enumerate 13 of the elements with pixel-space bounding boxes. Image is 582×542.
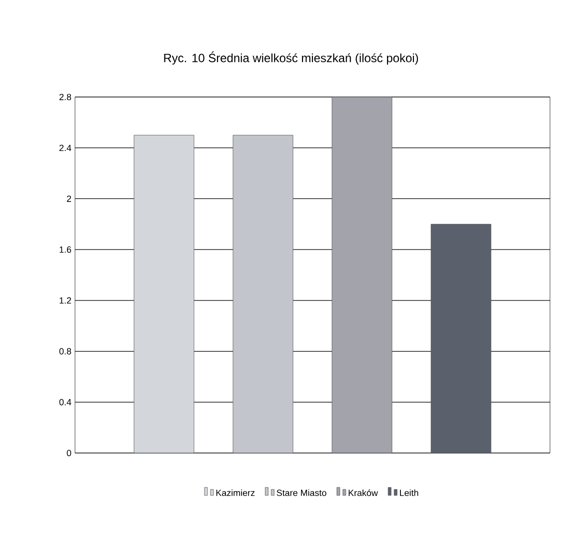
y-tick-label: 0.4 bbox=[59, 398, 72, 406]
y-tick-label: 2 bbox=[66, 196, 72, 202]
legend-label: Kazimierz bbox=[216, 489, 255, 496]
legend-label: Stare Miasto bbox=[276, 489, 326, 496]
y-tick-label: 1.6 bbox=[60, 246, 72, 253]
y-tick-label: 2.4 bbox=[59, 144, 72, 151]
legend-label: Leith bbox=[400, 489, 418, 496]
y-tick-label: 0.8 bbox=[59, 348, 72, 354]
legend-label: Kraków bbox=[348, 489, 378, 496]
chart-title: Ryc. 10 Średnia wielkość mieszkań (ilość pokoi) bbox=[164, 51, 418, 65]
y-tick-label: 2.8 bbox=[59, 94, 72, 100]
y-tick-label: 0 bbox=[66, 450, 72, 456]
y-tick-label: 1.2 bbox=[60, 297, 72, 304]
